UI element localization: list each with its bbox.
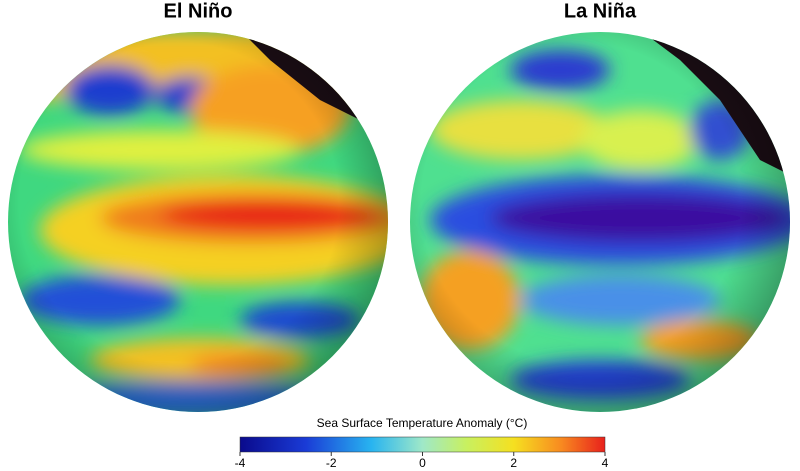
la-nina-globe: [410, 32, 790, 412]
tick-label: -2: [326, 456, 337, 470]
colorbar: [239, 436, 606, 453]
tick-label: 4: [602, 456, 609, 470]
panel-title: El Niño: [164, 0, 233, 22]
el-nino-globe: [8, 32, 388, 412]
colorbar-label: Sea Surface Temperature Anomaly (°C): [317, 416, 528, 430]
tick-label: 2: [510, 456, 517, 470]
colorbar-ticks: -4 -2 0 2 4: [235, 452, 609, 470]
panel-title: La Niña: [564, 0, 637, 22]
tick-label: -4: [235, 456, 246, 470]
tick-label: 0: [419, 456, 426, 470]
